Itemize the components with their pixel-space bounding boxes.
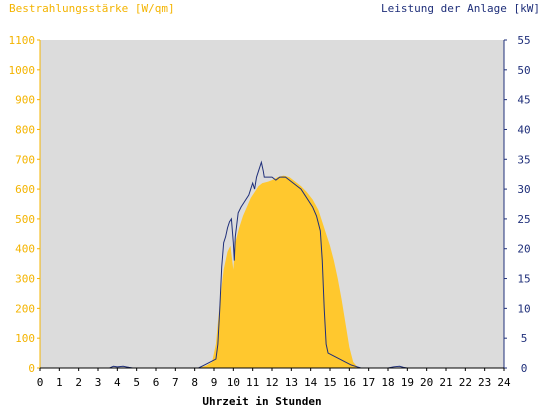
right-axis-title: Leistung der Anlage [kW]: [381, 2, 540, 15]
left-tick-label: 1100: [9, 34, 36, 47]
x-tick-label: 0: [37, 376, 44, 389]
left-tick-label: 200: [15, 302, 35, 315]
left-tick-label: 700: [15, 153, 35, 166]
right-tick-label: 40: [517, 123, 530, 136]
x-tick-label: 6: [153, 376, 160, 389]
irradiance-area: [40, 175, 504, 368]
right-tick-label: 30: [517, 183, 530, 196]
x-tick-label: 15: [323, 376, 336, 389]
x-tick-label: 8: [191, 376, 198, 389]
x-tick-label: 4: [114, 376, 121, 389]
power-line: [40, 160, 504, 369]
x-tick-label: 2: [75, 376, 82, 389]
left-tick-label: 0: [28, 362, 35, 375]
right-tick-label: 50: [517, 64, 530, 77]
x-tick-label: 20: [420, 376, 433, 389]
right-tick-label: 35: [517, 153, 530, 166]
right-tick-label: 20: [517, 243, 530, 256]
left-tick-label: 800: [15, 123, 35, 136]
x-tick-label: 11: [246, 376, 259, 389]
axis-layer: 0100200300400500600700800900100011000510…: [9, 34, 531, 389]
x-tick-label: 10: [227, 376, 240, 389]
x-tick-label: 22: [459, 376, 472, 389]
left-tick-label: 500: [15, 213, 35, 226]
x-tick-label: 17: [362, 376, 375, 389]
right-tick-label: 5: [521, 332, 528, 345]
x-tick-label: 9: [211, 376, 218, 389]
x-tick-label: 5: [133, 376, 140, 389]
series-layer: [40, 160, 504, 369]
x-tick-label: 13: [285, 376, 298, 389]
x-tick-label: 18: [381, 376, 394, 389]
x-tick-label: 3: [95, 376, 102, 389]
right-tick-label: 45: [517, 94, 530, 107]
x-tick-label: 19: [401, 376, 414, 389]
right-tick-label: 15: [517, 273, 530, 286]
left-tick-label: 900: [15, 94, 35, 107]
x-tick-label: 12: [265, 376, 278, 389]
right-tick-label: 0: [521, 362, 528, 375]
left-tick-label: 600: [15, 183, 35, 196]
x-axis-label: Uhrzeit in Stunden: [202, 395, 321, 408]
x-tick-label: 16: [343, 376, 356, 389]
x-tick-label: 23: [478, 376, 491, 389]
x-tick-label: 7: [172, 376, 179, 389]
x-tick-label: 21: [439, 376, 452, 389]
left-tick-label: 300: [15, 273, 35, 286]
right-tick-label: 55: [517, 34, 530, 47]
right-tick-label: 10: [517, 302, 530, 315]
x-tick-label: 14: [304, 376, 318, 389]
left-axis-title: Bestrahlungsstärke [W/qm]: [9, 2, 175, 15]
left-tick-label: 100: [15, 332, 35, 345]
left-tick-label: 400: [15, 243, 35, 256]
right-tick-label: 25: [517, 213, 530, 226]
x-tick-label: 1: [56, 376, 63, 389]
x-tick-label: 24: [497, 376, 511, 389]
left-tick-label: 1000: [9, 64, 36, 77]
